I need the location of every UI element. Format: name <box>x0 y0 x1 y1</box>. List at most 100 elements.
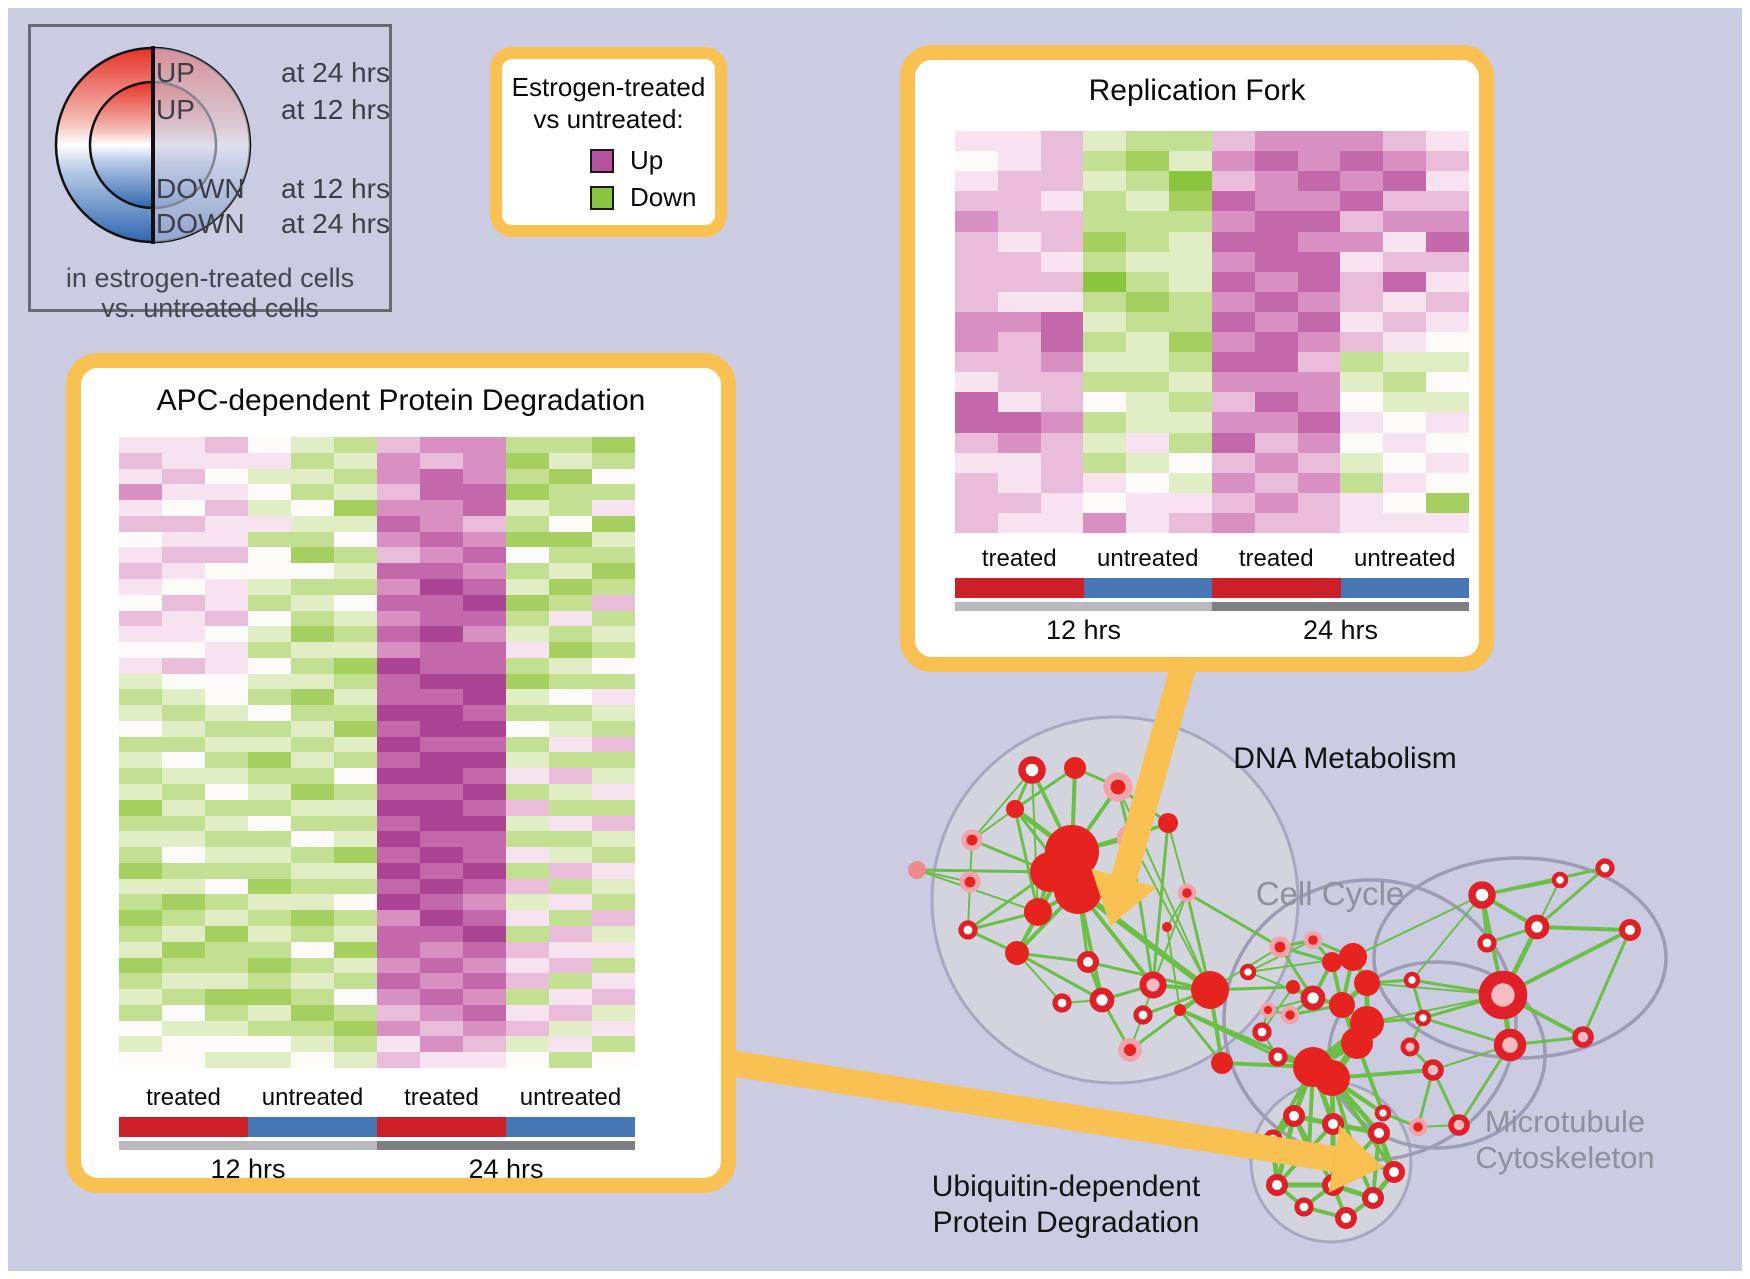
heatmap-cell <box>248 705 291 721</box>
heatmap-cell <box>1211 412 1255 433</box>
label-untreated-24: untreated <box>1354 545 1456 572</box>
heatmap-cell <box>334 784 377 800</box>
legend-items: Up Down <box>502 145 715 213</box>
heatmap-cell <box>1340 251 1384 272</box>
heatmap-cell <box>205 799 248 816</box>
heatmap-cell <box>1126 392 1170 413</box>
heatmap-cell <box>334 657 377 674</box>
heatmap-cell <box>1254 472 1298 493</box>
heatmap-cell <box>248 531 291 548</box>
heatmap-cell <box>377 1004 420 1021</box>
gene-node-rw <box>1383 1161 1405 1183</box>
heatmap-cell <box>592 673 635 690</box>
heatmap-cell <box>377 689 420 706</box>
cluster-label: Cell Cycle <box>1256 875 1405 912</box>
heatmap-cell <box>420 515 463 532</box>
heatmap-cell <box>420 563 463 579</box>
heatmap-cell <box>162 1004 205 1021</box>
heatmap-cell <box>1340 231 1384 252</box>
heatmap-cell <box>420 736 463 753</box>
heatmap-cell <box>1211 251 1255 272</box>
heatmap-cell <box>506 1052 549 1068</box>
heatmap-cell <box>1211 372 1255 393</box>
heatmap-cell <box>205 768 248 785</box>
up-color-swatch <box>590 148 614 173</box>
condition-bar-segment <box>377 1117 506 1137</box>
heatmap-cell <box>506 468 549 485</box>
gene-node-rp <box>1478 970 1528 1020</box>
heatmap-cell <box>1426 171 1469 192</box>
heatmap-cell <box>420 689 463 706</box>
heatmap-cell <box>506 515 549 532</box>
heatmap-cell <box>377 642 420 658</box>
heatmap-cell <box>377 989 420 1005</box>
heatmap-cell <box>162 468 205 485</box>
heatmap-cell <box>205 610 248 627</box>
heatmap-cell <box>1340 211 1384 232</box>
heatmap-cell <box>205 500 248 516</box>
heatmap-cell <box>162 1020 205 1037</box>
heatmap-cell <box>592 752 635 769</box>
heatmap-cell <box>463 926 506 942</box>
heatmap-cell <box>592 484 635 501</box>
heatmap-cell <box>1040 352 1084 373</box>
heatmap-cell <box>162 578 205 595</box>
heatmap-cell <box>463 957 506 974</box>
heatmap-cell <box>506 752 549 769</box>
heatmap-cell <box>463 862 506 879</box>
heatmap-cell <box>420 1020 463 1037</box>
heatmap-cell <box>162 500 205 516</box>
gene-node-s <box>1064 757 1086 779</box>
heatmap-cell <box>592 720 635 737</box>
heatmap-cell <box>1340 131 1384 152</box>
heatmap-cell <box>119 815 162 832</box>
heatmap-cell <box>506 926 549 942</box>
heatmap-cell <box>506 736 549 753</box>
network-edge <box>1031 769 1039 913</box>
heatmap-cell <box>162 831 205 848</box>
heatmap-cell <box>592 578 635 595</box>
heatmap-cell <box>592 957 635 974</box>
heatmap-cell <box>420 626 463 643</box>
heatmap-cell <box>334 720 377 737</box>
gene-node-rw <box>1368 1122 1390 1144</box>
heatmap-cell <box>377 878 420 895</box>
heatmap-cell <box>549 594 592 611</box>
heatmap-cell <box>119 689 162 706</box>
heatmap-cell <box>1254 432 1298 453</box>
panel-pointer-arrowhead <box>1328 1125 1384 1193</box>
heatmap-cell <box>1340 332 1384 353</box>
heatmap-cell <box>1126 231 1170 252</box>
heatmap-cell <box>291 894 334 911</box>
up-label: Up <box>630 145 664 175</box>
condition-bar-segment <box>119 1117 248 1137</box>
heatmap-cell <box>463 642 506 658</box>
heatmap-cell <box>377 1020 420 1037</box>
heatmap-cell <box>1297 332 1341 353</box>
heatmap-cell <box>377 610 420 627</box>
heatmap-cell <box>997 352 1041 373</box>
heatmap-cell <box>420 1052 463 1068</box>
heatmap-cell <box>463 878 506 895</box>
heatmap-cell <box>334 973 377 990</box>
replication-fork-title: Replication Fork <box>1088 74 1306 107</box>
replication-fork-heatmap <box>955 131 1469 533</box>
heatmap-cell <box>377 563 420 579</box>
heatmap-cell <box>997 392 1041 413</box>
heatmap-cell <box>1297 352 1341 373</box>
heatmap-cell <box>205 468 248 485</box>
heatmap-cell <box>334 957 377 974</box>
heatmap-cell <box>592 626 635 643</box>
heatmap-cell <box>377 578 420 595</box>
heatmap-cell <box>955 311 998 332</box>
heatmap-cell <box>205 831 248 848</box>
heatmap-cell <box>1340 492 1384 513</box>
heatmap-cell <box>1426 332 1469 353</box>
heatmap-cell <box>1211 472 1255 493</box>
heatmap-cell <box>162 515 205 532</box>
heatmap-cell <box>997 251 1041 272</box>
heatmap-cell <box>1083 392 1127 413</box>
heatmap-cell <box>1426 131 1469 152</box>
heatmap-cell <box>1126 412 1170 433</box>
heatmap-cell <box>334 799 377 816</box>
